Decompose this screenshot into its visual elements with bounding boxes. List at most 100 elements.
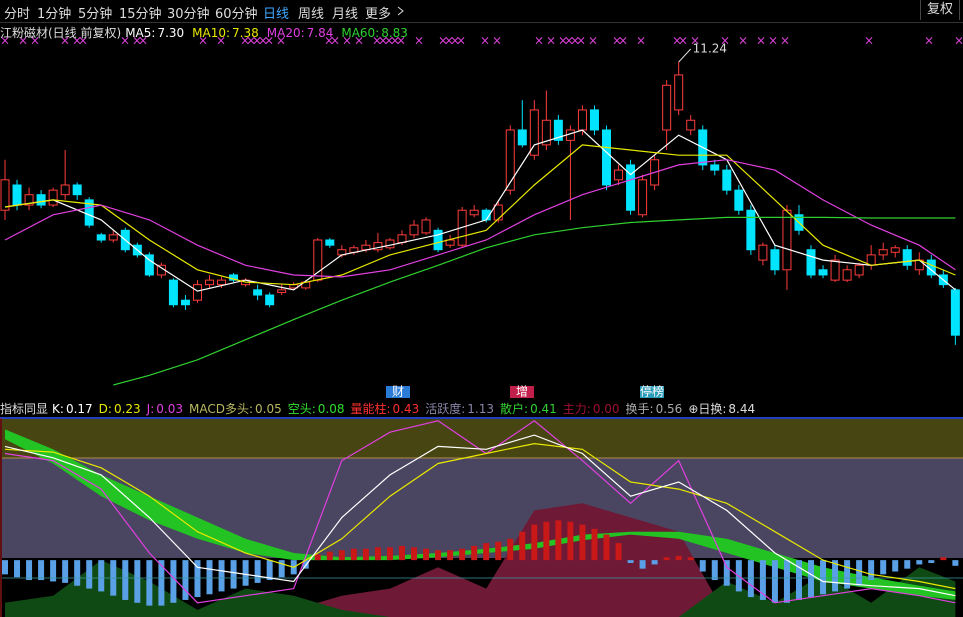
histogram-bar: [579, 524, 586, 561]
candle-body: [84, 199, 94, 226]
histogram-bar: [447, 550, 454, 561]
histogram-bar: [940, 557, 947, 561]
histogram-bar: [603, 534, 610, 561]
histogram-bar: [62, 560, 69, 583]
legend-value: 7.84: [306, 26, 334, 40]
histogram-bar: [423, 548, 430, 561]
histogram-bar: [74, 560, 81, 586]
candle-body: [12, 184, 22, 206]
tab[interactable]: 日线: [263, 7, 290, 22]
readout-name: 散户:: [500, 402, 529, 416]
candle-body: [638, 179, 648, 216]
tab[interactable]: 1分钟: [37, 7, 72, 22]
candle-body: [421, 219, 431, 234]
candle-body: [686, 119, 696, 131]
tab[interactable]: 5分钟: [78, 7, 113, 22]
tab[interactable]: 周线: [298, 7, 325, 22]
peak-pointer: [678, 48, 692, 63]
histogram-bar: [411, 547, 418, 561]
event-mark: ×: [546, 34, 556, 48]
candle-body: [505, 129, 515, 191]
candle-body: [325, 239, 335, 246]
tab[interactable]: 分时: [4, 7, 31, 22]
event-mark: ×: [258, 34, 268, 48]
candle-body: [433, 229, 443, 251]
event-mark: ×: [240, 34, 250, 48]
event-mark: ×: [450, 34, 460, 48]
readout-name: 换手:: [625, 402, 654, 416]
event-mark: ×: [444, 34, 454, 48]
histogram-bar: [254, 560, 261, 583]
chart-title: 江粉磁材(日线 前复权): [0, 26, 122, 40]
histogram-bar: [591, 528, 598, 561]
candle-body: [926, 259, 936, 276]
candle-body: [710, 164, 720, 171]
histogram-bar: [820, 560, 827, 595]
candle-body: [385, 239, 395, 249]
adjust-button[interactable]: 复权: [920, 0, 961, 20]
candle-body: [614, 169, 624, 181]
histogram-bar: [134, 560, 141, 603]
candle-body: [662, 84, 672, 131]
histogram-bar: [663, 557, 670, 561]
event-mark: ×: [120, 34, 130, 48]
event-tag: 停榜: [640, 384, 664, 399]
event-mark: ×: [864, 34, 874, 48]
event-mark: ×: [612, 34, 622, 48]
histogram-bar: [483, 543, 490, 561]
histogram-bar: [386, 547, 393, 561]
tab[interactable]: 30分钟: [167, 7, 210, 22]
tab[interactable]: 15分钟: [119, 7, 162, 22]
histogram-bar: [86, 560, 93, 589]
histogram-bar: [567, 521, 574, 561]
readout-name: MACD多头:: [188, 402, 253, 416]
event-mark: ×: [264, 34, 274, 48]
event-mark: ×: [324, 34, 334, 48]
indicator-area: [5, 503, 956, 617]
readout-value: 0.23: [113, 402, 141, 416]
toolbar: 分时 1分钟 5分钟 15分钟 30分钟 60分钟 日线 周线 月线 更多 复权: [0, 0, 963, 23]
histogram-bar: [759, 560, 766, 600]
event-mark: ×: [678, 34, 688, 48]
candle-body: [469, 209, 479, 216]
event-mark: ×: [438, 34, 448, 48]
event-mark: ×: [414, 34, 424, 48]
histogram-bar: [122, 560, 129, 600]
event-mark: ×: [378, 34, 388, 48]
event-mark: ×: [138, 34, 148, 48]
histogram-bar: [158, 560, 165, 606]
histogram-bar: [314, 554, 321, 561]
candle-body: [830, 259, 840, 281]
candle-body: [277, 289, 287, 293]
histogram-bar: [771, 560, 778, 603]
event-mark: ×: [558, 34, 568, 48]
histogram-bar: [182, 560, 189, 600]
readout-value: 0.41: [530, 402, 557, 416]
tab[interactable]: 月线: [332, 7, 359, 22]
histogram-bar: [868, 560, 875, 581]
peak-label: 11.24: [693, 42, 727, 56]
indicator-title: 指标同显: [0, 402, 49, 416]
histogram-bar: [723, 560, 730, 586]
readout-value: 0.08: [317, 402, 345, 416]
panel-bg-top: [2, 419, 963, 458]
candle-body: [60, 184, 70, 196]
ma-line: [4, 159, 956, 278]
histogram-bar: [495, 541, 502, 561]
tab[interactable]: 60分钟: [215, 7, 258, 22]
histogram-bar: [880, 560, 887, 575]
histogram-bar: [302, 560, 309, 569]
event-mark: ×: [396, 34, 406, 48]
event-tag-bg: [510, 386, 534, 398]
readout-value: 1.13: [467, 402, 495, 416]
legend-name: MA10:: [192, 26, 231, 40]
more-button[interactable]: 更多: [365, 7, 392, 22]
legend-name: MA60:: [341, 26, 380, 40]
readout-value: 0.03: [156, 402, 183, 416]
histogram-bar: [362, 548, 369, 561]
histogram-bar: [278, 560, 285, 578]
ma-line: [4, 144, 956, 286]
event-mark: ×: [60, 34, 70, 48]
candle-body: [746, 209, 756, 251]
histogram-bar: [832, 560, 839, 592]
